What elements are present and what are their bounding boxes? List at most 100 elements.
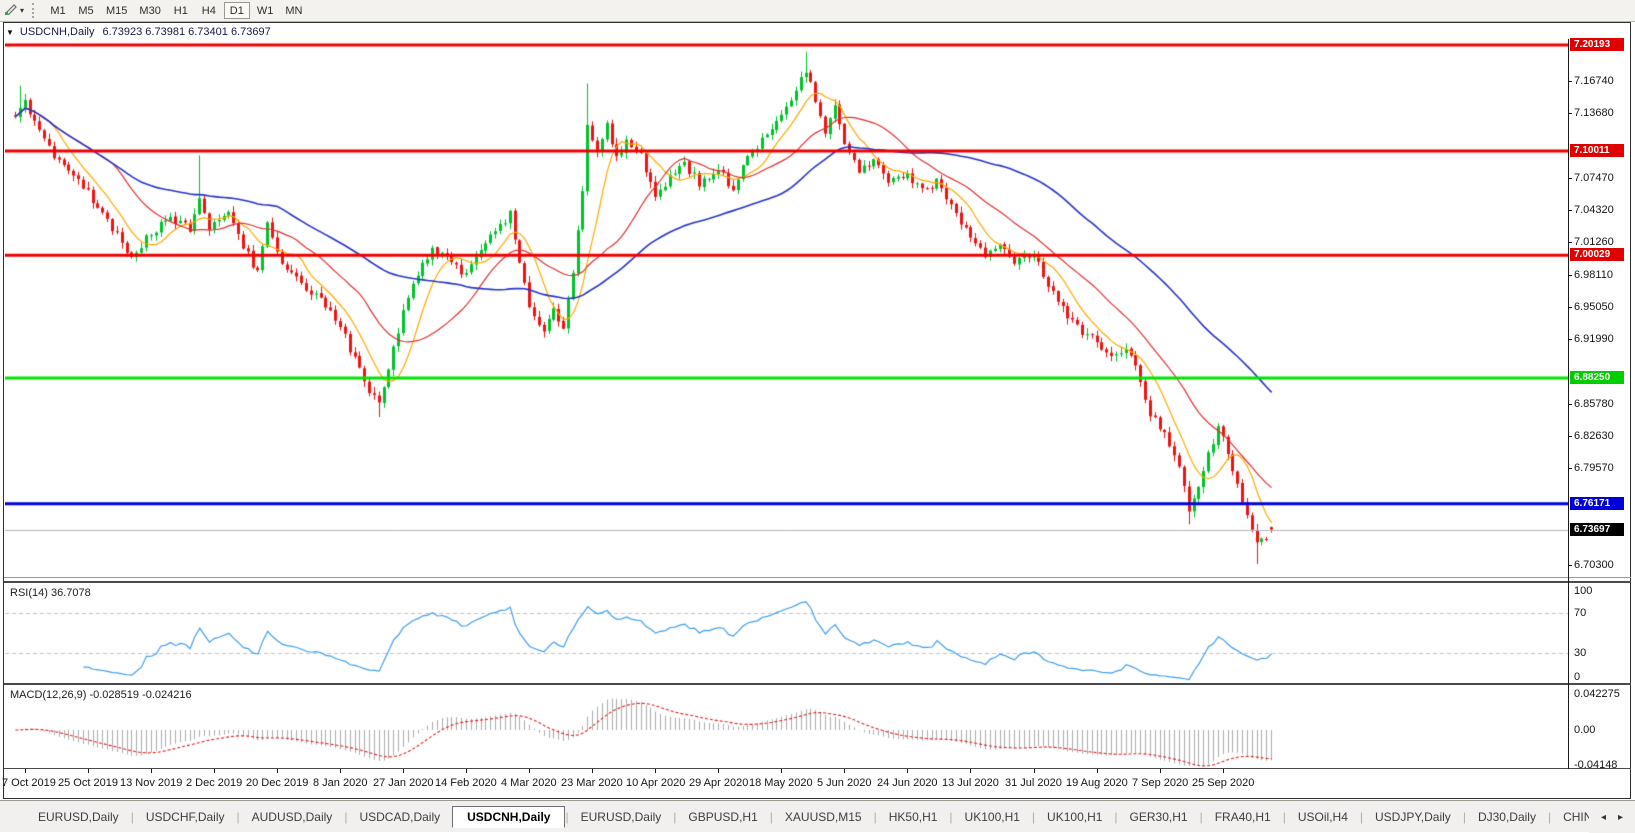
date-tick-dash xyxy=(655,769,656,773)
date-tick-dash xyxy=(25,769,26,773)
price-tick-dash xyxy=(1568,113,1572,114)
rsi-indicator-canvas[interactable] xyxy=(5,584,1568,682)
timeframe-button-h4[interactable]: H4 xyxy=(196,2,222,19)
tab-scroll-right-icon[interactable]: ▸ xyxy=(1618,812,1623,823)
chart-tab-usdcnh-daily[interactable]: USDCNH,Daily xyxy=(452,806,565,828)
date-tick-label: 24 Jun 2020 xyxy=(877,777,938,789)
timeframe-button-m1[interactable]: M1 xyxy=(45,2,71,19)
hline-price-badge: 6.76171 xyxy=(1570,497,1624,510)
chart-tab-usoil-h4[interactable]: USOil,H4 xyxy=(1286,807,1360,827)
chart-tab-uk100-h1[interactable]: UK100,H1 xyxy=(953,807,1032,827)
date-tick-dash xyxy=(1097,769,1098,773)
chevron-down-icon: ▾ xyxy=(20,6,24,15)
chart-tab-xauusd-m15[interactable]: XAUUSD,M15 xyxy=(773,807,874,827)
price-tick-dash xyxy=(1568,210,1572,211)
date-tick-dash xyxy=(214,769,215,773)
price-tick-label: 7.04320 xyxy=(1574,204,1614,216)
panel-separator[interactable] xyxy=(4,581,1631,583)
chart-title-ohlc: 6.73923 6.73981 6.73401 6.73697 xyxy=(102,26,270,38)
price-chart-canvas[interactable] xyxy=(5,39,1568,576)
rsi-axis-label: 100 xyxy=(1574,585,1592,597)
panel-separator[interactable] xyxy=(4,683,1631,685)
date-tick-label: 8 Jan 2020 xyxy=(313,777,367,789)
price-tick-dash xyxy=(1568,339,1572,340)
rsi-axis-label: 30 xyxy=(1574,647,1586,659)
timeframe-button-mn[interactable]: MN xyxy=(280,2,307,19)
timeframe-button-d1[interactable]: D1 xyxy=(224,2,250,19)
date-tick-dash xyxy=(592,769,593,773)
date-tick-dash xyxy=(907,769,908,773)
rsi-label: RSI(14) 36.7078 xyxy=(10,587,91,599)
chart-tab-usdcad-daily[interactable]: USDCAD,Daily xyxy=(347,807,452,827)
date-tick-dash xyxy=(781,769,782,773)
timeframe-button-m15[interactable]: M15 xyxy=(101,2,132,19)
macd-label: MACD(12,26,9) -0.028519 -0.024216 xyxy=(10,689,192,701)
date-tick-label: 18 May 2020 xyxy=(749,777,813,789)
date-tick-dash xyxy=(529,769,530,773)
date-tick-label: 25 Sep 2020 xyxy=(1192,777,1254,789)
chart-tab-audusd-daily[interactable]: AUDUSD,Daily xyxy=(240,807,345,827)
timeframe-button-m5[interactable]: M5 xyxy=(73,2,99,19)
price-tick-dash xyxy=(1568,178,1572,179)
chart-tool-button[interactable]: ▾ xyxy=(4,1,28,20)
date-tick-label: 13 Jul 2020 xyxy=(942,777,999,789)
tab-scroll-left-icon[interactable]: ◂ xyxy=(1601,812,1606,823)
date-tick-label: 7 Oct 2019 xyxy=(2,777,56,789)
timeframe-button-h1[interactable]: H1 xyxy=(168,2,194,19)
collapse-arrow-icon[interactable]: ▼ xyxy=(6,28,14,37)
date-tick-dash xyxy=(151,769,152,773)
date-tick-label: 10 Apr 2020 xyxy=(626,777,685,789)
price-tick-label: 6.95050 xyxy=(1574,301,1614,313)
price-tick-label: 6.85780 xyxy=(1574,398,1614,410)
chart-tab-fra40-h1[interactable]: FRA40,H1 xyxy=(1203,807,1283,827)
rsi-axis-label: 0 xyxy=(1574,671,1580,683)
price-tick-label: 7.13680 xyxy=(1574,107,1614,119)
panel-separator xyxy=(4,768,1631,769)
tab-scrollers: ◂ ▸ xyxy=(1589,800,1635,833)
chart-tab-gbpusd-h1[interactable]: GBPUSD,H1 xyxy=(676,807,769,827)
price-tick-label: 7.16740 xyxy=(1574,75,1614,87)
date-tick-label: 25 Oct 2019 xyxy=(58,777,118,789)
date-tick-dash xyxy=(844,769,845,773)
date-tick-label: 7 Sep 2020 xyxy=(1132,777,1188,789)
chart-tool-icon xyxy=(4,1,18,20)
toolbar-grip-handle[interactable] xyxy=(32,3,38,18)
price-tick-label: 6.79570 xyxy=(1574,462,1614,474)
price-tick-dash xyxy=(1568,404,1572,405)
hline-price-badge: 7.20193 xyxy=(1570,38,1624,51)
rsi-axis-label: 70 xyxy=(1574,607,1586,619)
chart-tab-uk100-h1[interactable]: UK100,H1 xyxy=(1035,807,1114,827)
timeframe-button-w1[interactable]: W1 xyxy=(252,2,279,19)
hline-price-badge: 7.10011 xyxy=(1570,144,1624,157)
price-tick-label: 7.01260 xyxy=(1574,236,1614,248)
hline-price-badge: 6.88250 xyxy=(1570,371,1624,384)
date-tick-label: 4 Mar 2020 xyxy=(501,777,557,789)
date-tick-dash xyxy=(1223,769,1224,773)
date-tick-label: 2 Dec 2019 xyxy=(186,777,242,789)
date-tick-dash xyxy=(1160,769,1161,773)
date-tick-dash xyxy=(403,769,404,773)
date-tick-dash xyxy=(466,769,467,773)
chart-tab-eurusd-daily[interactable]: EURUSD,Daily xyxy=(569,807,674,827)
chart-tab-dj30-daily[interactable]: DJ30,Daily xyxy=(1466,807,1548,827)
price-tick-dash xyxy=(1568,436,1572,437)
date-tick-label: 27 Jan 2020 xyxy=(373,777,434,789)
chart-tab-hk50-h1[interactable]: HK50,H1 xyxy=(877,807,950,827)
date-tick-label: 29 Apr 2020 xyxy=(689,777,748,789)
chart-tab-usdjpy-daily[interactable]: USDJPY,Daily xyxy=(1363,807,1463,827)
chart-tab-ger30-h1[interactable]: GER30,H1 xyxy=(1118,807,1200,827)
hline-price-badge: 7.00029 xyxy=(1570,248,1624,261)
timeframe-button-m30[interactable]: M30 xyxy=(134,2,165,19)
chart-tab-eurusd-daily[interactable]: EURUSD,Daily xyxy=(26,807,131,827)
date-tick-label: 31 Jul 2020 xyxy=(1005,777,1062,789)
macd-indicator-canvas[interactable] xyxy=(5,686,1568,768)
panel-separator[interactable] xyxy=(4,577,1631,578)
date-tick-dash xyxy=(1034,769,1035,773)
date-tick-label: 20 Dec 2019 xyxy=(246,777,308,789)
macd-axis-label: 0.00 xyxy=(1574,724,1595,736)
chart-tab-bar: EURUSD,Daily|USDCHF,Daily|AUDUSD,Daily|U… xyxy=(0,800,1635,832)
price-tick-label: 6.70300 xyxy=(1574,559,1614,571)
chart-tab-usdchf-daily[interactable]: USDCHF,Daily xyxy=(134,807,237,827)
